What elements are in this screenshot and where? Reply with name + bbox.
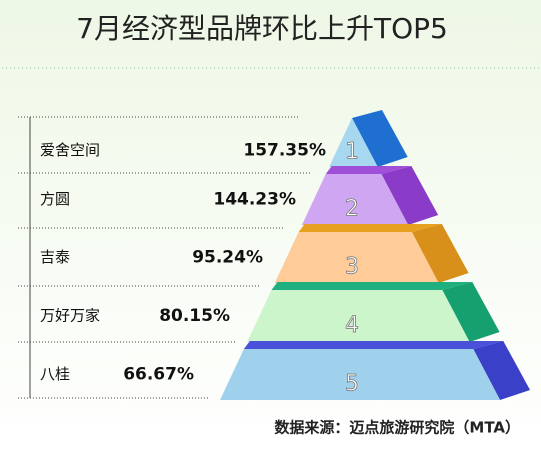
change-value: 95.24% [192,248,263,268]
brand-name: 吉泰 [40,248,70,266]
tier-top [298,224,442,232]
tier-top [325,166,412,174]
tier-front [247,290,470,342]
tier-rank: 4 [345,313,359,338]
change-value: 144.23% [213,190,296,210]
tier-rank: 1 [345,140,359,165]
pyramid: 1 2 3 4 5 [220,110,531,400]
source: 数据来源：迈点旅游研究院（MTA） [274,419,520,437]
tier-side [442,282,500,342]
tier-rank: 5 [345,372,359,397]
bracket [18,116,310,399]
tier-front [329,118,378,167]
tier-rank: 2 [345,197,359,222]
title: 7月经济型品牌环比上升TOP5 [76,12,448,45]
tier-front [274,232,439,283]
change-value: 157.35% [243,141,326,161]
tier-rank: 3 [345,255,359,280]
change-value: 80.15% [159,306,230,326]
change-value: 66.67% [123,365,194,385]
tier-top [271,282,473,290]
brand-name: 万好万家 [40,307,100,325]
tier-side [381,166,439,225]
brand-name: 爱舍空间 [40,141,100,159]
tier-top [243,341,504,349]
tier-side [411,224,469,283]
brand-name: 方圆 [40,190,70,208]
tier-front [301,174,409,225]
tier-front [220,349,501,400]
tier-side [352,110,408,167]
brand-name: 八桂 [40,365,70,383]
tier-side [473,341,531,400]
